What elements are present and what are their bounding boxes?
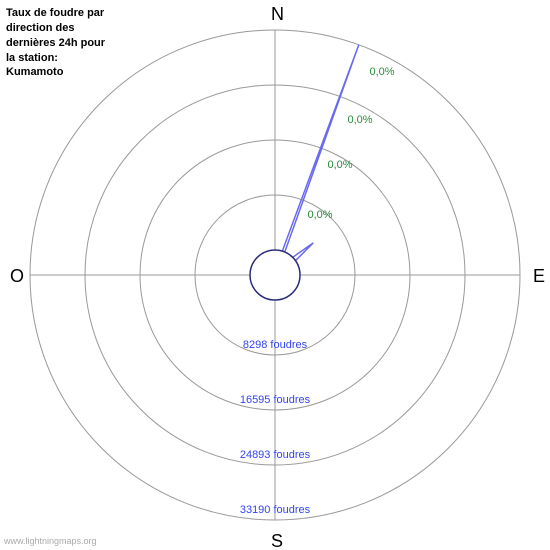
percent-label: 0,0%: [369, 66, 394, 78]
percent-label: 0,0%: [307, 209, 332, 221]
percent-label: 0,0%: [327, 159, 352, 171]
ring-label: 33190 foudres: [240, 504, 310, 516]
polar-chart: Taux de foudre par direction des dernièr…: [0, 0, 550, 550]
footer-credit: www.lightningmaps.org: [4, 536, 97, 546]
percent-label: 0,0%: [347, 114, 372, 126]
ring-label: 16595 foudres: [240, 394, 310, 406]
cardinal-label: N: [271, 4, 284, 25]
cardinal-label: O: [10, 266, 24, 287]
ring-label: 24893 foudres: [240, 449, 310, 461]
cardinal-label: E: [533, 266, 545, 287]
ring-label: 8298 foudres: [243, 339, 307, 351]
chart-title: Taux de foudre par direction des dernièr…: [6, 6, 106, 80]
chart-svg: [0, 0, 550, 550]
cardinal-label: S: [271, 531, 283, 550]
